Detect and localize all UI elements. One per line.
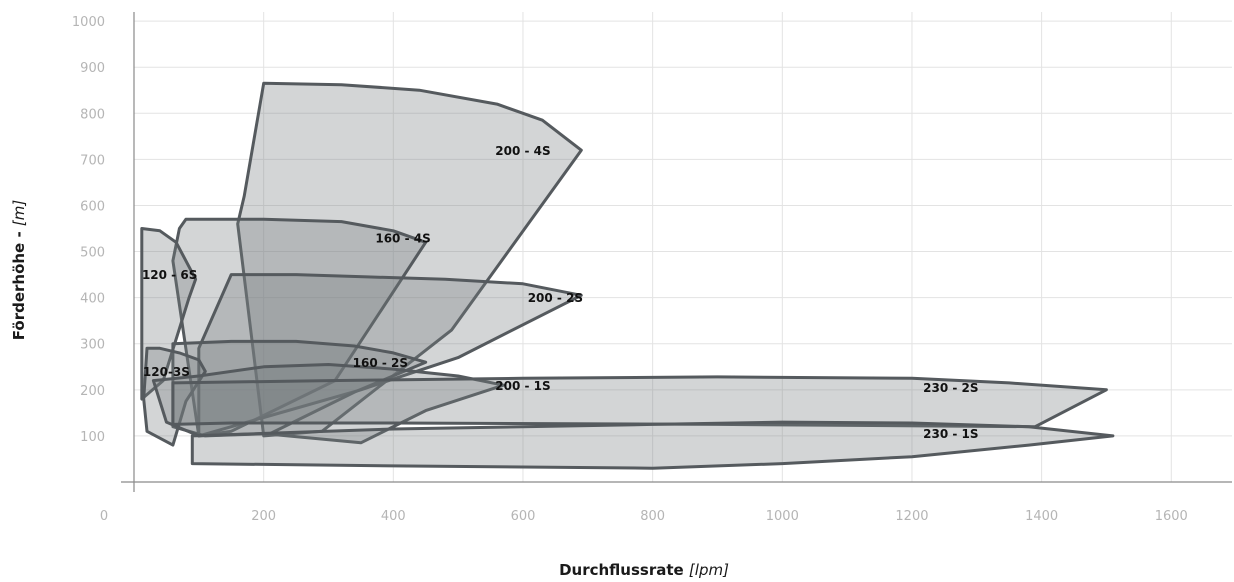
performance-regions [140,81,1115,470]
y-axis-title: Förderhöhe - [m] [10,200,28,341]
y-tick-label: 700 [80,153,105,168]
region-120-6s [140,227,198,401]
tick-labels: 100 200 300 400 500 600 700 800 900 1000 0 200 400 60… [72,15,1188,524]
region-200-2s [197,273,583,438]
x-tick-label: 400 [381,509,406,524]
region-230-1s [190,420,1115,470]
y-tick-label: 400 [80,292,105,307]
y-tick-label: 300 [80,338,105,353]
x-tick-label: 1000 [766,509,799,524]
y-tick-label: 200 [80,384,105,399]
region-labels: 200 - 4S 160 - 4S 120 - 6S 200 - 2S 160 - 2S… [142,144,979,441]
y-tick-label: 900 [80,61,105,76]
y-tick-label: 600 [80,199,105,214]
x-axis-title: Durchflussrate [lpm] [559,561,729,579]
region-label-200-1s: 200 - 1S [495,379,550,393]
region-230-2s [171,375,1108,429]
region-label-120-6s: 120 - 6S [142,268,197,282]
x-tick-label: 600 [511,509,536,524]
y-tick-label: 500 [80,246,105,261]
x-tick-label: 1200 [895,509,928,524]
region-label-200-4s: 200 - 4S [495,144,550,158]
x-tick-label: 200 [251,509,276,524]
axes [121,12,1232,492]
x-tick-label: 0 [100,509,108,524]
region-label-120-3s: 120-3S [143,365,190,379]
x-tick-label: 1400 [1025,509,1058,524]
region-label-200-2s: 200 - 2S [528,291,583,305]
x-tick-label: 1600 [1155,509,1188,524]
x-tick-label: 800 [640,509,665,524]
region-label-230-1s: 230 - 1S [923,427,978,441]
y-tick-label: 800 [80,107,105,122]
region-label-230-2s: 230 - 2S [923,381,978,395]
y-tick-label: 1000 [72,15,105,30]
region-label-160-2s: 160 - 2S [353,356,408,370]
region-label-160-4s: 160 - 4S [375,231,430,245]
y-tick-label: 100 [80,430,105,445]
region-120-3s [142,346,207,447]
